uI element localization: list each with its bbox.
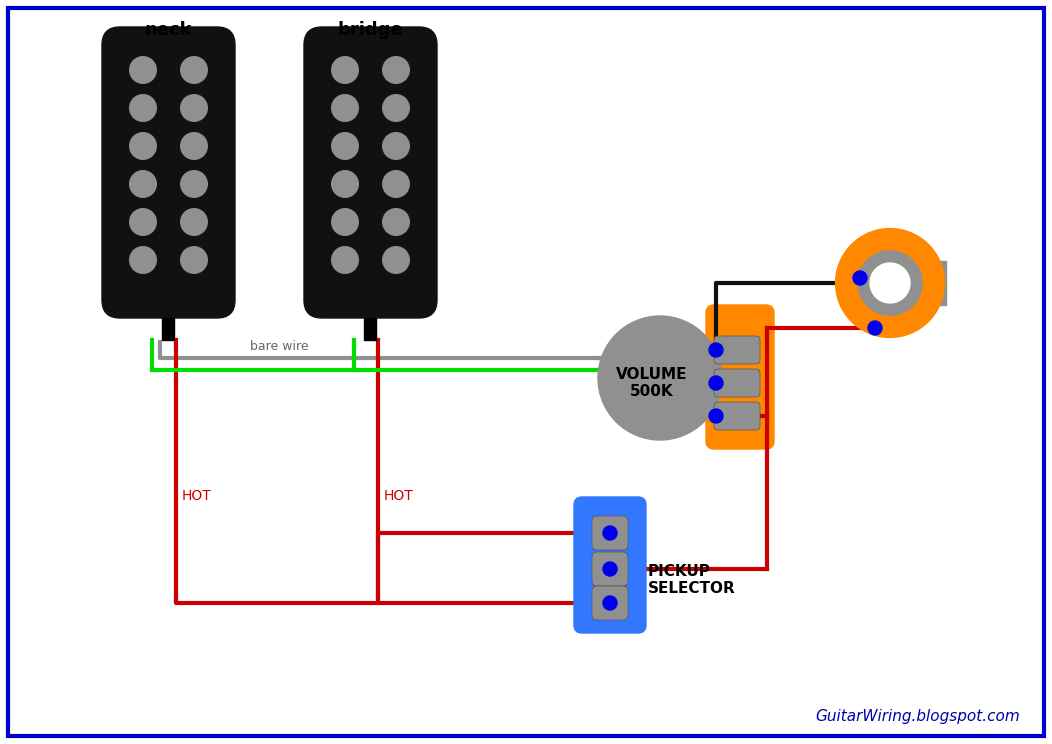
Circle shape — [331, 56, 359, 84]
Circle shape — [129, 56, 157, 84]
Circle shape — [382, 246, 410, 274]
FancyBboxPatch shape — [592, 516, 628, 550]
Circle shape — [382, 208, 410, 236]
Circle shape — [180, 208, 208, 236]
Circle shape — [603, 562, 618, 576]
Circle shape — [382, 94, 410, 122]
Circle shape — [180, 94, 208, 122]
Circle shape — [603, 526, 618, 540]
FancyBboxPatch shape — [714, 402, 760, 430]
Bar — [364, 318, 376, 340]
Circle shape — [709, 409, 723, 423]
Circle shape — [709, 343, 723, 357]
Circle shape — [870, 263, 910, 303]
Circle shape — [180, 170, 208, 198]
FancyBboxPatch shape — [355, 27, 437, 318]
Text: HOT: HOT — [182, 489, 211, 503]
Circle shape — [382, 132, 410, 160]
Bar — [918, 261, 946, 305]
Circle shape — [868, 321, 882, 335]
Bar — [162, 318, 174, 340]
Circle shape — [852, 245, 928, 321]
FancyBboxPatch shape — [879, 308, 901, 336]
Circle shape — [180, 246, 208, 274]
FancyBboxPatch shape — [592, 586, 628, 620]
FancyBboxPatch shape — [153, 27, 235, 318]
Circle shape — [331, 246, 359, 274]
Circle shape — [331, 132, 359, 160]
Text: neck: neck — [144, 21, 191, 39]
Circle shape — [331, 94, 359, 122]
Circle shape — [382, 170, 410, 198]
Circle shape — [382, 56, 410, 84]
FancyBboxPatch shape — [714, 336, 760, 364]
Circle shape — [331, 208, 359, 236]
Circle shape — [598, 316, 722, 440]
FancyBboxPatch shape — [592, 552, 628, 586]
FancyBboxPatch shape — [714, 369, 760, 397]
Circle shape — [180, 56, 208, 84]
Text: GuitarWiring.blogspot.com: GuitarWiring.blogspot.com — [815, 709, 1020, 724]
FancyBboxPatch shape — [706, 305, 774, 449]
Circle shape — [129, 132, 157, 160]
Text: PICKUP
SELECTOR: PICKUP SELECTOR — [648, 564, 735, 596]
Text: bridge: bridge — [338, 21, 403, 39]
Circle shape — [603, 596, 618, 610]
Text: bare wire: bare wire — [250, 340, 308, 353]
FancyBboxPatch shape — [304, 27, 386, 318]
Circle shape — [129, 246, 157, 274]
FancyBboxPatch shape — [574, 497, 646, 633]
Circle shape — [331, 170, 359, 198]
Text: VOLUME
500K: VOLUME 500K — [616, 367, 688, 400]
Text: HOT: HOT — [384, 489, 413, 503]
Circle shape — [853, 271, 867, 285]
Circle shape — [709, 376, 723, 390]
Circle shape — [180, 132, 208, 160]
Circle shape — [129, 94, 157, 122]
Circle shape — [129, 170, 157, 198]
Circle shape — [129, 208, 157, 236]
FancyBboxPatch shape — [102, 27, 184, 318]
